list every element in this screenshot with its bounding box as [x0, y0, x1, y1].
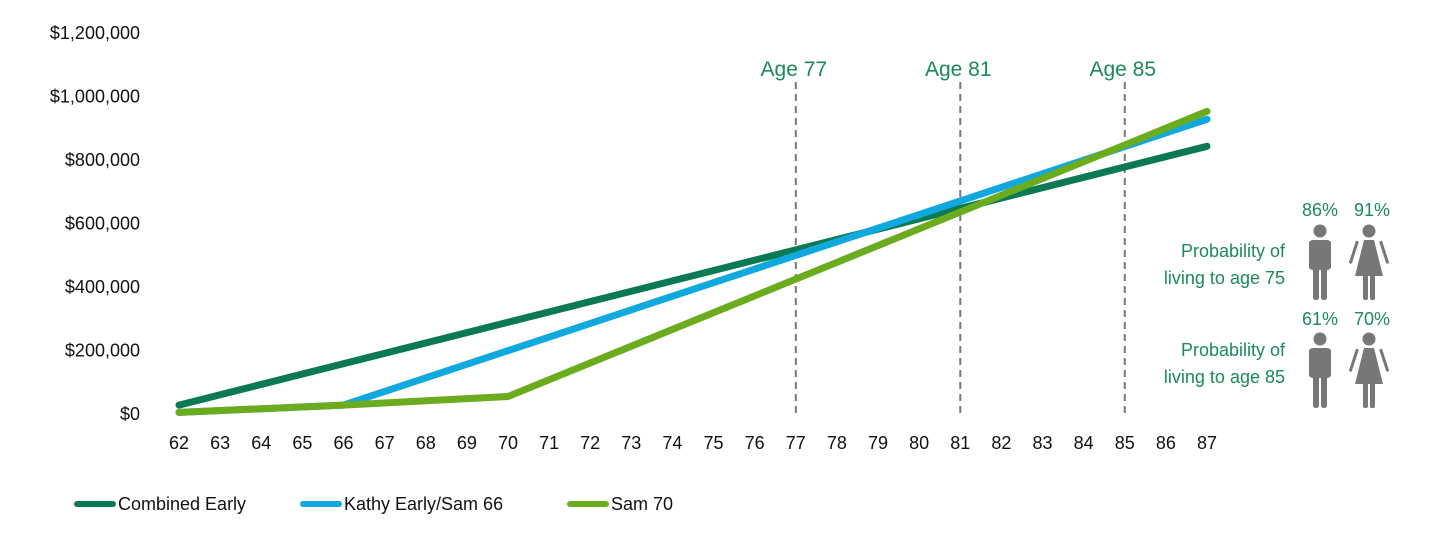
legend-item: Combined Early — [74, 494, 246, 514]
male-probability: 86% — [1302, 200, 1338, 220]
probability-label-line2: living to age 85 — [1164, 367, 1285, 387]
male-person-icon — [1306, 224, 1334, 300]
female-person-icon — [1349, 332, 1389, 408]
x-tick-label: 74 — [662, 433, 682, 453]
x-tick-label: 81 — [950, 433, 970, 453]
probability-row: 86% 91% Probability of living to age 75 — [1164, 200, 1390, 300]
x-tick-label: 77 — [786, 433, 806, 453]
x-tick-label: 86 — [1156, 433, 1176, 453]
x-tick-label: 83 — [1033, 433, 1053, 453]
y-tick-label: $1,200,000 — [50, 23, 140, 43]
x-tick-label: 79 — [868, 433, 888, 453]
y-tick-label: $600,000 — [65, 214, 140, 234]
x-tick-label: 78 — [827, 433, 847, 453]
series-line-combined-early — [175, 142, 1211, 409]
age-marker-label: Age 81 — [925, 58, 992, 81]
x-tick-label: 70 — [498, 433, 518, 453]
x-tick-label: 73 — [621, 433, 641, 453]
probability-label-line1: Probability of — [1181, 241, 1286, 261]
legend-item: Sam 70 — [567, 494, 673, 514]
x-tick-label: 67 — [375, 433, 395, 453]
x-axis-ticks: 62 63 64 65 66 67 68 69 70 71 72 73 74 75 76 77 78 79 80 81… — [169, 433, 1217, 453]
female-probability: 91% — [1354, 200, 1390, 220]
age-marker-label: Age 77 — [761, 58, 828, 81]
x-tick-label: 66 — [333, 433, 353, 453]
x-tick-label: 65 — [292, 433, 312, 453]
legend-label: Combined Early — [118, 494, 246, 514]
male-person-icon — [1306, 332, 1334, 408]
x-tick-label: 84 — [1074, 433, 1094, 453]
y-tick-label: $800,000 — [65, 150, 140, 170]
legend-label: Kathy Early/Sam 66 — [344, 494, 503, 514]
y-tick-label: $1,000,000 — [50, 87, 140, 107]
x-tick-label: 72 — [580, 433, 600, 453]
legend-label: Sam 70 — [611, 494, 673, 514]
x-tick-label: 64 — [251, 433, 271, 453]
legend-item: Kathy Early/Sam 66 — [300, 494, 503, 514]
x-tick-label: 62 — [169, 433, 189, 453]
x-tick-label: 85 — [1115, 433, 1135, 453]
x-tick-label: 76 — [745, 433, 765, 453]
probability-label-line2: living to age 75 — [1164, 268, 1285, 288]
age-markers: Age 77 Age 81 Age 85 — [761, 58, 1156, 413]
x-tick-label: 71 — [539, 433, 559, 453]
x-tick-label: 69 — [457, 433, 477, 453]
female-person-icon — [1349, 224, 1389, 300]
y-tick-label: $200,000 — [65, 341, 140, 361]
series-lines — [175, 107, 1211, 416]
x-tick-label: 82 — [991, 433, 1011, 453]
x-tick-label: 75 — [704, 433, 724, 453]
male-probability: 61% — [1302, 309, 1338, 329]
y-tick-label: $400,000 — [65, 277, 140, 297]
series-line-sam-70 — [175, 107, 1211, 416]
x-tick-label: 80 — [909, 433, 929, 453]
legend: Combined Early Kathy Early/Sam 66 Sam 70 — [74, 494, 673, 514]
probability-label-line1: Probability of — [1181, 340, 1286, 360]
x-tick-label: 68 — [416, 433, 436, 453]
probability-panel: 86% 91% Probability of living to age 75 61% 7… — [1164, 200, 1390, 408]
x-tick-label: 87 — [1197, 433, 1217, 453]
probability-row: 61% 70% Probability of living to age 85 — [1164, 309, 1390, 408]
age-marker-label: Age 85 — [1089, 58, 1156, 81]
x-tick-label: 63 — [210, 433, 230, 453]
y-tick-label: $0 — [120, 404, 140, 424]
female-probability: 70% — [1354, 309, 1390, 329]
y-axis-ticks: $0 $200,000 $400,000 $600,000 $800,000 $1,000… — [50, 23, 140, 424]
